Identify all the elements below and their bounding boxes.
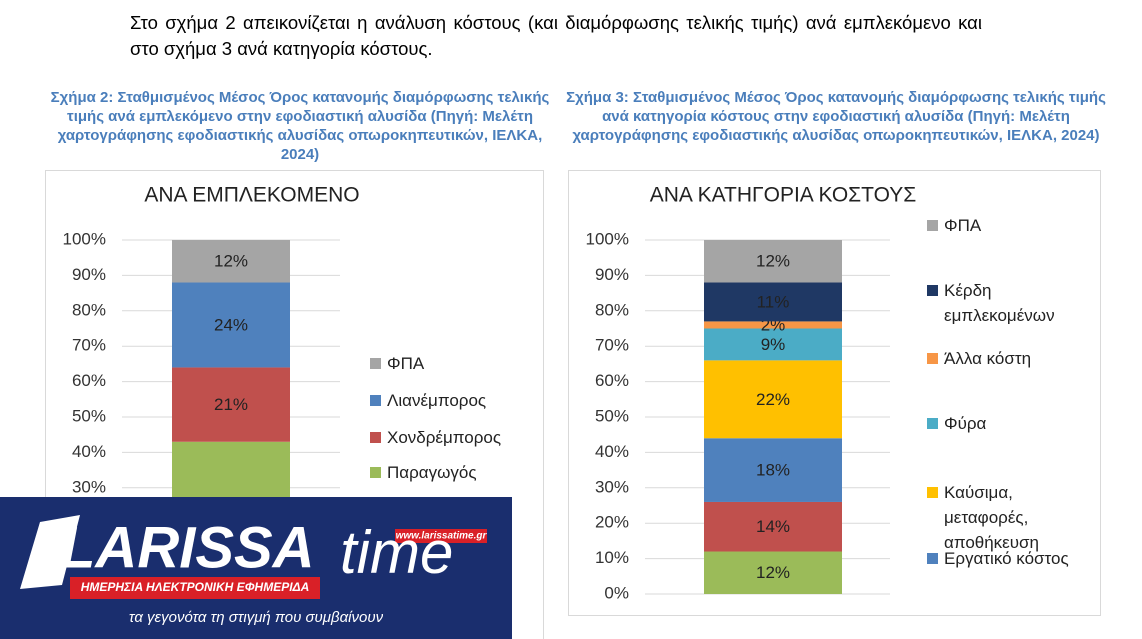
bar-segment bbox=[704, 321, 842, 329]
data-label: 14% bbox=[756, 517, 790, 536]
bar-segment bbox=[704, 501, 842, 552]
data-label: 21% bbox=[214, 395, 248, 414]
y-tick-label: 40% bbox=[72, 442, 106, 461]
legend-label: Καύσιμα, μεταφορές, αποθήκευση bbox=[944, 483, 1040, 552]
logo: LARISSA time www.larissatime.gr ΗΜΕΡΗΣΙΑ… bbox=[0, 497, 512, 639]
logo-name: time bbox=[340, 519, 453, 586]
chart-caption: Σχήμα 3: Σταθμισμένος Μέσος Όρος κατανομ… bbox=[566, 89, 1106, 144]
y-tick-label: 30% bbox=[72, 477, 106, 496]
legend-label: Εργατικό κόστος bbox=[944, 549, 1069, 568]
bar-segment bbox=[704, 360, 842, 439]
data-label: 12% bbox=[756, 563, 790, 582]
data-label: 12% bbox=[756, 252, 790, 271]
legend-swatch bbox=[927, 220, 938, 231]
legend-label: Κέρδη εμπλεκομένων bbox=[944, 281, 1055, 325]
y-tick-label: 80% bbox=[595, 300, 629, 319]
legend-label: Χονδρέμπορος bbox=[387, 428, 502, 447]
bar-segment bbox=[172, 240, 290, 283]
y-tick-label: 30% bbox=[595, 477, 629, 496]
bar-segment bbox=[172, 282, 290, 368]
y-tick-label: 100% bbox=[586, 229, 629, 248]
y-tick-label: 80% bbox=[72, 300, 106, 319]
legend-swatch bbox=[927, 353, 938, 364]
logo-name: LARISSA bbox=[60, 515, 315, 580]
bar-segment bbox=[172, 367, 290, 442]
legend-swatch bbox=[370, 432, 381, 443]
data-label: 24% bbox=[214, 315, 248, 334]
intro-text: Στο σχήμα 2 απεικονίζεται η ανάλυση κόστ… bbox=[130, 12, 982, 59]
y-tick-label: 50% bbox=[72, 406, 106, 425]
legend-label: Άλλα κόστη bbox=[944, 349, 1032, 368]
legend-label: ΦΠΑ bbox=[944, 216, 982, 235]
y-tick-label: 90% bbox=[72, 265, 106, 284]
logo-url-bg bbox=[395, 529, 487, 543]
y-tick-label: 60% bbox=[72, 371, 106, 390]
logo-banner-bg bbox=[70, 577, 320, 599]
y-tick-label: 40% bbox=[595, 442, 629, 461]
logo-banner: ΗΜΕΡΗΣΙΑ ΗΛΕΚΤΡΟΝΙΚΗ ΕΦΗΜΕΡΙΔΑ bbox=[81, 580, 310, 594]
y-tick-label: 60% bbox=[595, 371, 629, 390]
logo-art: LARISSA time www.larissatime.gr ΗΜΕΡΗΣΙΑ… bbox=[0, 497, 512, 639]
chart-title: ΑΝΑ ΕΜΠΛΕΚΟΜΕΝΟ bbox=[144, 184, 359, 207]
y-tick-label: 20% bbox=[595, 513, 629, 532]
data-label: 18% bbox=[756, 461, 790, 480]
logo-url: www.larissatime.gr bbox=[396, 531, 488, 542]
y-tick-label: 50% bbox=[595, 406, 629, 425]
data-label: 22% bbox=[756, 390, 790, 409]
y-tick-label: 100% bbox=[63, 229, 106, 248]
legend-label: Φύρα bbox=[944, 414, 987, 433]
legend-label: ΦΠΑ bbox=[387, 354, 425, 373]
chart-title: ΑΝΑ ΚΑΤΗΓΟΡΙΑ ΚΟΣΤΟΥΣ bbox=[650, 184, 917, 207]
y-tick-label: 10% bbox=[595, 548, 629, 567]
chart-caption: Σχήμα 2: Σταθμισμένος Μέσος Όρος κατανομ… bbox=[50, 89, 550, 163]
data-label: 11% bbox=[757, 292, 790, 311]
legend-label: Παραγωγός bbox=[387, 463, 477, 482]
y-tick-label: 90% bbox=[595, 265, 629, 284]
bar-segment bbox=[704, 438, 842, 502]
logo-shape bbox=[20, 515, 80, 589]
y-tick-label: 70% bbox=[72, 336, 106, 355]
y-tick-label: 70% bbox=[595, 336, 629, 355]
legend-swatch bbox=[927, 553, 938, 564]
logo-slogan: τα γεγονότα τη στιγμή που συμβαίνουν bbox=[129, 609, 384, 626]
legend-swatch bbox=[370, 395, 381, 406]
legend-swatch bbox=[370, 467, 381, 478]
legend-swatch bbox=[927, 487, 938, 498]
bar-segment bbox=[704, 551, 842, 594]
bar-segment bbox=[704, 282, 842, 322]
legend-label: Λιανέμπορος bbox=[387, 391, 487, 410]
data-label: 9% bbox=[761, 335, 786, 354]
legend-swatch bbox=[927, 418, 938, 429]
bar-segment bbox=[704, 240, 842, 283]
logo-bg bbox=[0, 497, 512, 639]
data-label: 12% bbox=[214, 252, 248, 271]
legend-swatch bbox=[370, 358, 381, 369]
bar-segment bbox=[704, 328, 842, 361]
legend-swatch bbox=[927, 285, 938, 296]
y-tick-label: 0% bbox=[604, 583, 629, 602]
